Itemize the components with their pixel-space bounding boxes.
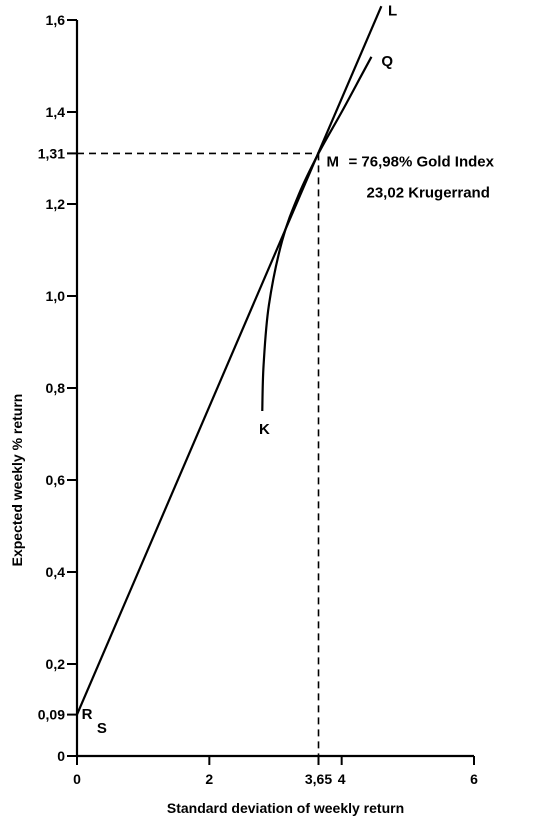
y-tick-label: 1,31 — [38, 145, 65, 161]
y-axis-title: Expected weekly % return — [9, 394, 25, 567]
series-line-L — [75, 5, 383, 716]
point-label: R — [82, 706, 93, 723]
y-tick-label: 0,09 — [38, 707, 65, 723]
x-tick-label: 3,65 — [305, 771, 332, 787]
y-tick-label: 0,2 — [46, 656, 66, 672]
y-tick-label: 1,6 — [46, 12, 66, 28]
y-tick-label: 0 — [57, 748, 65, 764]
point-label: L — [388, 2, 397, 19]
labels: Expected weekly % return Standard deviat… — [9, 2, 495, 816]
y-tick-label: 1,4 — [46, 104, 66, 120]
y-tick-label: 0,8 — [46, 380, 66, 396]
y-tick-label: 1,0 — [46, 288, 66, 304]
y-tick-label: 1,2 — [46, 196, 66, 212]
series-layer — [75, 5, 383, 716]
y-tick-label: 0,6 — [46, 472, 66, 488]
annotation-gold-index: = 76,98% Gold Index — [349, 153, 495, 170]
point-label: Q — [381, 53, 393, 70]
point-label: S — [97, 720, 107, 737]
series-curve-KQ — [261, 56, 373, 412]
x-tick-label: 2 — [205, 771, 213, 787]
annotation-krugerrand: 23,02 Krugerrand — [367, 184, 490, 201]
reference-guides — [77, 152, 320, 756]
x-tick-label: 6 — [470, 771, 478, 787]
axes: 0 0,09 0,2 0,4 0,6 0,8 1,0 1,2 1,31 1,4 1,6 0 2 3,65 4… — [38, 12, 478, 787]
y-tick-label: 0,4 — [46, 564, 66, 580]
x-axis-title: Standard deviation of weekly return — [167, 800, 404, 816]
reference-point-label: M — [327, 153, 340, 170]
point-label: K — [259, 421, 270, 438]
x-tick-label: 0 — [73, 771, 81, 787]
x-tick-label: 4 — [338, 771, 346, 787]
